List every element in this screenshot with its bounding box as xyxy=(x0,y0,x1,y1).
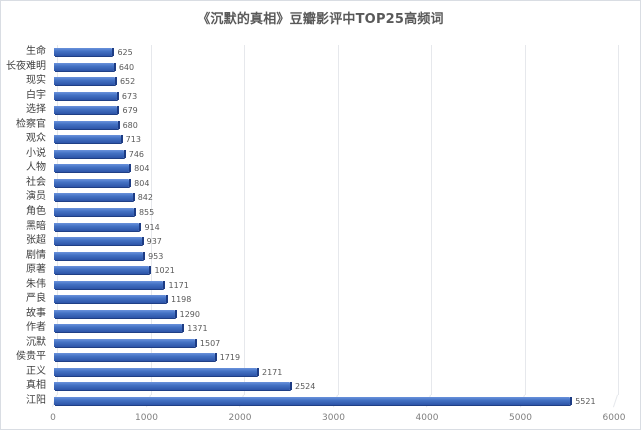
data-bar xyxy=(54,62,116,71)
data-value-label: 1021 xyxy=(154,266,175,276)
data-bar xyxy=(54,251,146,260)
y-axis-category-label: 生命 xyxy=(26,46,46,57)
data-value-label: 937 xyxy=(146,237,162,247)
x-gridline xyxy=(431,45,432,395)
data-bar xyxy=(54,338,197,347)
data-bar xyxy=(54,266,152,275)
data-bar xyxy=(54,353,217,362)
x-gridline-floor xyxy=(613,394,618,407)
chart-title: 《沉默的真相》豆瓣影评中TOP25高频词 xyxy=(197,12,444,27)
y-axis-category-label: 选择 xyxy=(26,104,46,116)
data-value-label: 679 xyxy=(122,106,138,116)
y-axis-category-label: 检察官 xyxy=(16,118,46,130)
data-value-label: 804 xyxy=(134,164,150,174)
data-bar xyxy=(54,91,119,100)
data-value-label: 746 xyxy=(128,149,145,159)
data-value-label: 640 xyxy=(118,62,135,72)
x-axis-tick-label: 2000 xyxy=(228,413,252,423)
y-axis-category-label: 沉默 xyxy=(26,336,46,348)
x-gridline xyxy=(244,45,245,395)
x-gridline xyxy=(57,45,58,395)
y-axis-category-label: 白宇 xyxy=(26,89,46,101)
data-value-label: 673 xyxy=(121,91,138,101)
data-value-label: 914 xyxy=(144,222,160,232)
y-axis-category-label: 观众 xyxy=(26,133,46,145)
y-axis-category-label: 作者 xyxy=(26,322,46,334)
data-bar xyxy=(54,309,177,318)
y-axis-category-label: 社会 xyxy=(26,176,46,188)
data-bar xyxy=(54,382,292,391)
data-bar xyxy=(54,222,142,231)
data-bar xyxy=(54,178,132,187)
data-bar xyxy=(54,120,120,129)
y-axis-category-label: 严良 xyxy=(26,293,46,305)
x-gridline xyxy=(524,45,526,395)
data-value-label: 680 xyxy=(122,120,138,130)
data-bar xyxy=(54,397,573,405)
y-axis-category-label: 角色 xyxy=(26,205,46,217)
x-axis-tick-label: 5000 xyxy=(509,413,532,423)
data-value-label: 855 xyxy=(138,207,155,217)
data-value-label: 652 xyxy=(119,77,136,87)
data-value-label: 2524 xyxy=(294,382,316,392)
data-value-label: 5521 xyxy=(575,397,596,406)
x-axis-tick-label: 1000 xyxy=(135,413,158,423)
y-axis-category-label: 江阳 xyxy=(26,395,46,406)
data-bar xyxy=(54,77,117,86)
y-axis-category-label: 现实 xyxy=(26,75,46,87)
data-bar xyxy=(54,106,120,115)
x-gridline xyxy=(337,45,339,395)
y-axis-category-label: 张超 xyxy=(26,235,46,247)
data-value-label: 1719 xyxy=(219,353,241,363)
data-value-label: 804 xyxy=(134,178,150,188)
y-axis-category-label: 长夜难明 xyxy=(6,60,46,72)
y-axis-category-label: 小说 xyxy=(26,147,46,159)
data-value-label: 1507 xyxy=(199,338,221,348)
y-axis-category-label: 侯贵平 xyxy=(16,351,46,363)
data-bar xyxy=(54,48,115,56)
data-value-label: 1171 xyxy=(168,280,189,290)
data-value-label: 1198 xyxy=(171,295,192,305)
y-axis-category-label: 黑暗 xyxy=(26,220,46,232)
x-gridline xyxy=(150,45,152,395)
data-bar xyxy=(54,207,136,216)
y-axis-category-label: 人物 xyxy=(26,162,46,174)
data-value-label: 713 xyxy=(125,135,141,145)
y-axis-category-label: 原著 xyxy=(26,264,46,276)
data-bar xyxy=(54,367,259,376)
data-bar xyxy=(54,164,132,173)
data-bar xyxy=(54,149,126,158)
x-axis-tick-label: 0 xyxy=(50,413,56,423)
y-axis-category-label: 正义 xyxy=(26,365,46,377)
data-value-label: 842 xyxy=(137,193,153,203)
data-bar xyxy=(54,237,144,246)
data-bar xyxy=(54,295,168,304)
y-axis-category-label: 演员 xyxy=(26,191,46,203)
y-axis-category-label: 剧情 xyxy=(26,249,46,261)
data-bar xyxy=(54,193,135,202)
x-axis-tick-label: 3000 xyxy=(322,413,345,423)
y-axis-category-label: 故事 xyxy=(26,307,46,319)
data-value-label: 1290 xyxy=(179,309,200,319)
x-gridline xyxy=(618,45,619,395)
data-bar xyxy=(54,280,166,289)
data-value-label: 953 xyxy=(148,251,164,261)
data-value-label: 1371 xyxy=(187,324,208,334)
y-axis-category-label: 朱伟 xyxy=(26,278,46,290)
x-axis-tick-label: 6000 xyxy=(602,413,626,423)
data-value-label: 625 xyxy=(117,48,133,57)
data-value-label: 2171 xyxy=(261,367,283,377)
x-axis-tick-label: 4000 xyxy=(415,413,439,423)
y-axis-category-label: 真相 xyxy=(26,380,46,392)
data-bar xyxy=(54,135,123,144)
data-bar xyxy=(54,324,185,333)
